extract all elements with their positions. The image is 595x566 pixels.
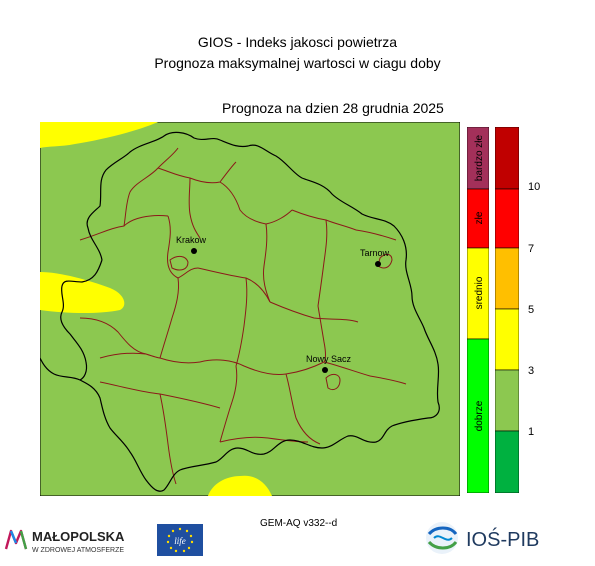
class-label-zle: złe [474, 211, 485, 224]
scale-tick-label: 3 [528, 365, 535, 377]
eu-life-logo: life [157, 524, 203, 556]
scale-step-sufficient [495, 247, 519, 310]
voivodeship-boundary-west [60, 259, 103, 381]
county-boundaries [79, 147, 407, 485]
city-label: Tarnow [360, 248, 390, 258]
eu-life-text: life [174, 536, 186, 546]
ios-pib-logo: IOŚ-PIB [426, 522, 539, 554]
average-zone-south [208, 475, 272, 496]
model-version-label: GEM-AQ v332--d [260, 518, 338, 529]
scale-step-bad [495, 188, 519, 249]
city-krakow: Krakow [176, 235, 207, 254]
malopolska-logo: MAŁOPOLSKA W ZDROWEJ ATMOSFERZE [4, 529, 125, 554]
scale-tick-label: 1 [528, 426, 535, 438]
average-zone-top-left [40, 122, 158, 148]
city-marker [191, 248, 197, 254]
city-marker [375, 261, 381, 267]
average-zone-west [40, 272, 125, 313]
voivodeship-boundary [40, 131, 440, 492]
class-dobrze [467, 338, 489, 493]
scale-tick-label: 5 [528, 304, 535, 316]
index-color-scale [495, 127, 519, 493]
scale-step-good [495, 369, 519, 432]
city-nowy-sacz: Nowy Sacz [306, 354, 352, 373]
malopolska-name: MAŁOPOLSKA [32, 529, 125, 544]
scale-tick-label: 7 [528, 243, 535, 255]
scale-step-very-bad [495, 127, 519, 190]
forecast-date: Prognoza na dzien 28 grudnia 2025 [222, 100, 444, 116]
city-tarnow: Tarnow [360, 248, 390, 267]
class-label-srednio: srednio [474, 276, 485, 309]
air-quality-map: Krakow Tarnow Nowy Sacz [40, 122, 460, 496]
quality-class-legend: bardzo złe złe srednio dobrze [467, 127, 489, 493]
city-marker [322, 367, 328, 373]
map-subtitle: Prognoza maksymalnej wartosci w ciagu do… [154, 55, 441, 71]
malopolska-tagline: W ZDROWEJ ATMOSFERZE [32, 547, 124, 554]
class-label-bardzo-zle: bardzo złe [474, 134, 485, 181]
ios-pib-name: IOŚ-PIB [466, 527, 539, 551]
ios-pib-mark-icon [426, 522, 458, 554]
map-title: GIOS - Indeks jakosci powietrza [197, 34, 398, 50]
class-label-dobrze: dobrze [474, 400, 485, 431]
scale-tick-label: 10 [528, 181, 541, 193]
scale-step-moderate [495, 308, 519, 371]
city-label: Krakow [176, 235, 207, 245]
scale-step-very-good [495, 430, 519, 493]
city-label: Nowy Sacz [306, 354, 352, 364]
